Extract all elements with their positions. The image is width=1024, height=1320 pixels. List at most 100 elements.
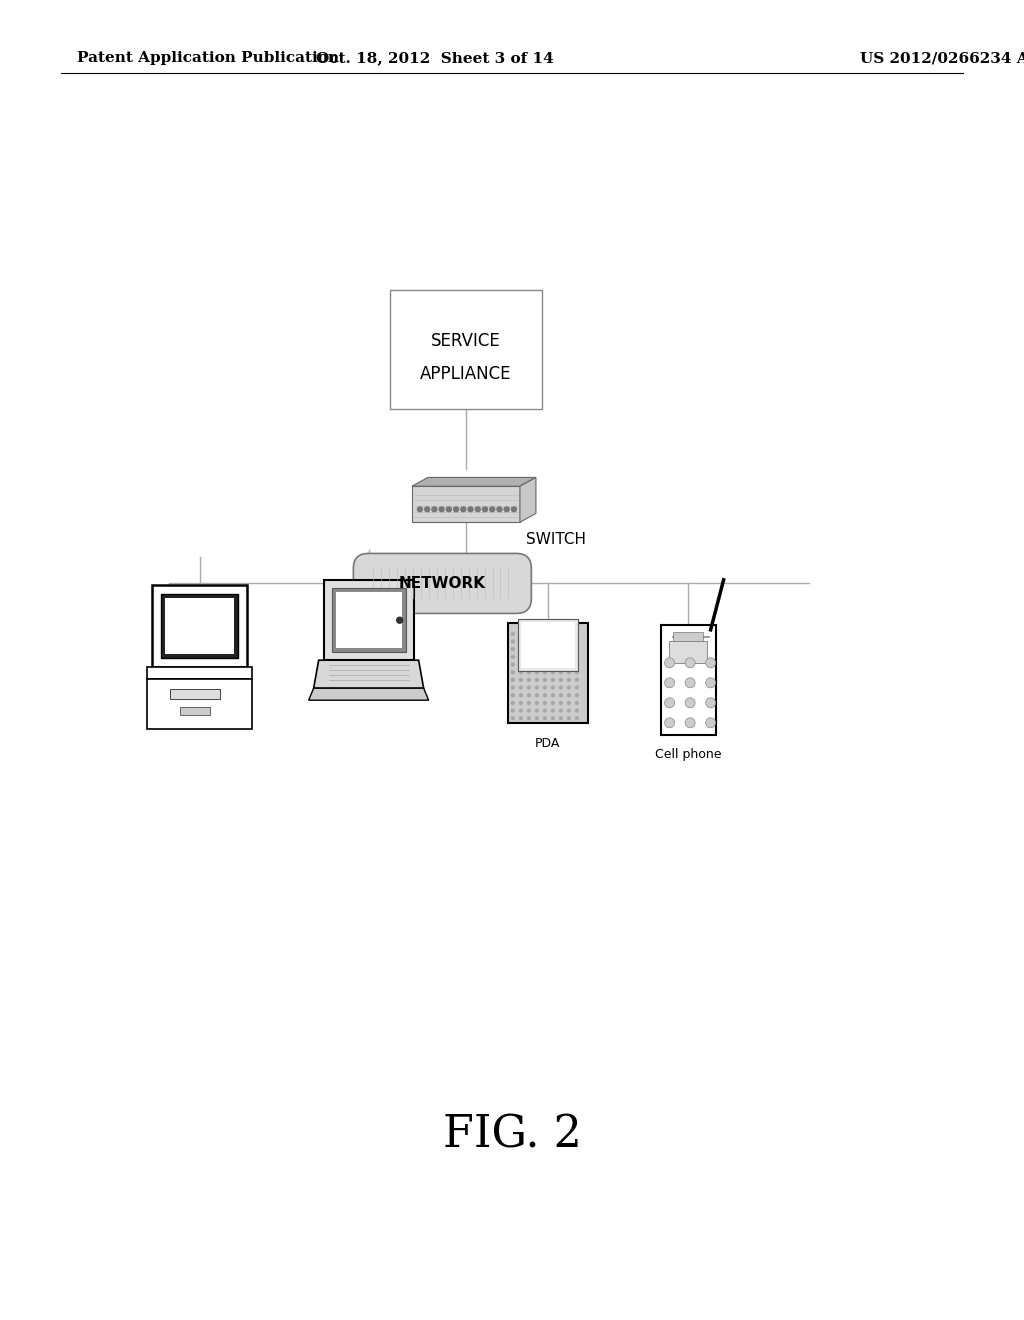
Circle shape bbox=[544, 709, 547, 711]
Circle shape bbox=[685, 657, 695, 668]
Circle shape bbox=[536, 663, 539, 667]
Circle shape bbox=[527, 640, 530, 643]
Circle shape bbox=[527, 686, 530, 689]
Circle shape bbox=[519, 671, 522, 673]
Bar bbox=[324, 581, 414, 660]
Text: PDA: PDA bbox=[536, 737, 560, 750]
Circle shape bbox=[439, 507, 444, 512]
Circle shape bbox=[511, 717, 514, 719]
Polygon shape bbox=[412, 486, 520, 523]
Circle shape bbox=[551, 671, 554, 673]
Circle shape bbox=[536, 694, 539, 697]
Circle shape bbox=[511, 671, 514, 673]
Circle shape bbox=[544, 678, 547, 681]
Circle shape bbox=[544, 694, 547, 697]
Text: Patent Application Publication: Patent Application Publication bbox=[77, 51, 339, 65]
Circle shape bbox=[511, 663, 514, 667]
Text: FIG. 2: FIG. 2 bbox=[442, 1114, 582, 1156]
Circle shape bbox=[575, 648, 579, 651]
Circle shape bbox=[559, 709, 562, 711]
Text: Cell phone: Cell phone bbox=[655, 748, 721, 762]
Circle shape bbox=[665, 718, 675, 727]
Circle shape bbox=[519, 701, 522, 705]
Circle shape bbox=[511, 648, 514, 651]
Circle shape bbox=[575, 686, 579, 689]
Circle shape bbox=[685, 677, 695, 688]
Circle shape bbox=[575, 640, 579, 643]
Circle shape bbox=[575, 694, 579, 697]
Circle shape bbox=[527, 701, 530, 705]
Circle shape bbox=[559, 663, 562, 667]
Circle shape bbox=[567, 655, 570, 659]
Circle shape bbox=[544, 717, 547, 719]
Circle shape bbox=[511, 701, 514, 705]
Circle shape bbox=[527, 694, 530, 697]
Text: SWITCH: SWITCH bbox=[526, 532, 586, 548]
Circle shape bbox=[489, 507, 495, 512]
Circle shape bbox=[567, 701, 570, 705]
Circle shape bbox=[567, 694, 570, 697]
Circle shape bbox=[527, 709, 530, 711]
Circle shape bbox=[536, 686, 539, 689]
Circle shape bbox=[461, 507, 466, 512]
Circle shape bbox=[536, 678, 539, 681]
Circle shape bbox=[396, 618, 402, 623]
Circle shape bbox=[536, 640, 539, 643]
Circle shape bbox=[544, 686, 547, 689]
Circle shape bbox=[497, 507, 502, 512]
Circle shape bbox=[425, 507, 430, 512]
Bar bbox=[165, 598, 234, 655]
Circle shape bbox=[575, 709, 579, 711]
Circle shape bbox=[567, 678, 570, 681]
Circle shape bbox=[527, 648, 530, 651]
Circle shape bbox=[551, 663, 554, 667]
Circle shape bbox=[475, 507, 480, 512]
Circle shape bbox=[567, 709, 570, 711]
Circle shape bbox=[432, 507, 437, 512]
Text: SERVICE: SERVICE bbox=[431, 333, 501, 351]
Bar bbox=[390, 290, 542, 409]
Circle shape bbox=[482, 507, 487, 512]
Circle shape bbox=[544, 663, 547, 667]
Circle shape bbox=[511, 686, 514, 689]
Circle shape bbox=[706, 677, 716, 688]
Circle shape bbox=[511, 709, 514, 711]
Circle shape bbox=[559, 655, 562, 659]
Circle shape bbox=[665, 677, 675, 688]
Bar bbox=[660, 624, 716, 735]
Polygon shape bbox=[520, 478, 536, 523]
Circle shape bbox=[519, 632, 522, 635]
Text: APPLIANCE: APPLIANCE bbox=[420, 364, 512, 383]
Circle shape bbox=[544, 648, 547, 651]
Bar bbox=[669, 642, 708, 664]
Bar bbox=[179, 708, 210, 715]
Circle shape bbox=[706, 698, 716, 708]
Circle shape bbox=[519, 655, 522, 659]
Circle shape bbox=[504, 507, 509, 512]
Circle shape bbox=[511, 694, 514, 697]
Circle shape bbox=[527, 655, 530, 659]
Circle shape bbox=[575, 717, 579, 719]
Circle shape bbox=[559, 694, 562, 697]
Bar bbox=[147, 668, 252, 680]
Text: US 2012/0266234 A1: US 2012/0266234 A1 bbox=[860, 51, 1024, 65]
Circle shape bbox=[511, 640, 514, 643]
Circle shape bbox=[536, 701, 539, 705]
Text: NETWORK: NETWORK bbox=[399, 576, 485, 591]
Circle shape bbox=[536, 655, 539, 659]
Circle shape bbox=[567, 717, 570, 719]
Circle shape bbox=[519, 694, 522, 697]
Circle shape bbox=[567, 632, 570, 635]
Circle shape bbox=[519, 663, 522, 667]
Circle shape bbox=[544, 671, 547, 673]
Circle shape bbox=[706, 718, 716, 727]
Polygon shape bbox=[308, 688, 429, 700]
Circle shape bbox=[551, 694, 554, 697]
Circle shape bbox=[536, 648, 539, 651]
Circle shape bbox=[527, 678, 530, 681]
Circle shape bbox=[527, 663, 530, 667]
Circle shape bbox=[559, 701, 562, 705]
Circle shape bbox=[575, 678, 579, 681]
Circle shape bbox=[559, 632, 562, 635]
Polygon shape bbox=[412, 478, 536, 486]
